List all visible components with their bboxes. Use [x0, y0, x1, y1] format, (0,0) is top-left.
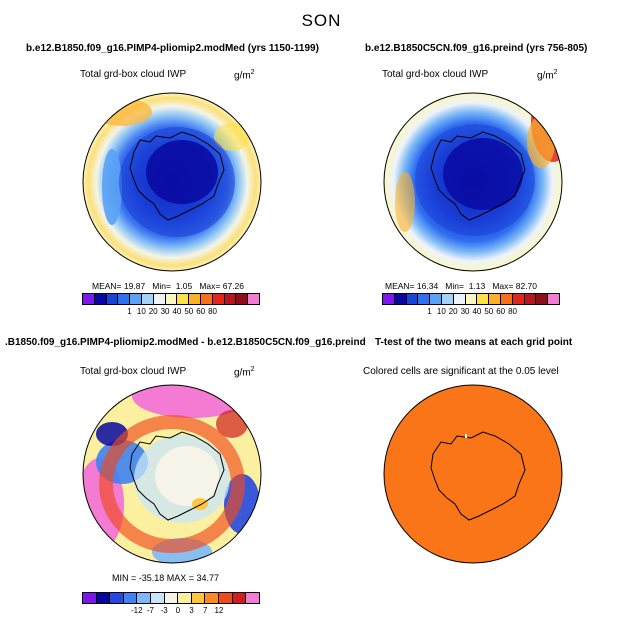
colorbar-top-left-swatch-8 [177, 294, 190, 304]
colorbar-top-right-label: 50 [484, 307, 494, 316]
colorbar-top-left-swatches [82, 293, 260, 305]
colorbar-top-left-label: 50 [184, 307, 194, 316]
panel-top-right-title: b.e12.B1850C5CN.f09_g16.preind (yrs 756-… [365, 43, 588, 54]
panel-top-right-stats: MEAN= 16.34 Min= 1.13 Max= 82.70 [385, 281, 538, 291]
colorbar-top-right-label: 1 [427, 307, 432, 316]
colorbar-bottom-left-swatch-8 [191, 593, 206, 603]
colorbar-bottom-left-label: -7 [146, 606, 155, 615]
panel-top-left-title: b.e12.B1850.f09_g16.PIMP4-pliomip2.modMe… [26, 43, 319, 54]
colorbar-bottom-left-swatches [82, 592, 260, 604]
colorbar-bottom-left-label: 7 [202, 606, 208, 615]
colorbar-bottom-left-swatch-9 [205, 593, 220, 603]
colorbar-top-right-swatch-3 [418, 294, 431, 304]
map-top-right [383, 92, 563, 272]
colorbar-bottom-left-label: 0 [175, 606, 181, 615]
colorbar-top-left-swatch-0 [83, 294, 95, 304]
colorbar-bottom-left: -12 -7 -3 0 3 7 12 [82, 592, 260, 618]
map-top-left [82, 92, 262, 272]
colorbar-top-left-swatch-2 [106, 294, 119, 304]
colorbar-top-right-label: 30 [460, 307, 470, 316]
colorbar-top-right-labels: 1 10 20 30 40 50 60 80 [382, 307, 560, 319]
figure-title: SON [301, 11, 342, 30]
colorbar-top-right-label: 10 [436, 307, 446, 316]
colorbar-top-right-swatch-8 [477, 294, 490, 304]
colorbar-bottom-left-swatch-0 [83, 593, 97, 603]
colorbar-top-right-label: 60 [496, 307, 506, 316]
colorbar-top-right-swatch-11 [512, 294, 525, 304]
colorbar-top-left-swatch-11 [212, 294, 225, 304]
colorbar-top-left-swatch-7 [165, 294, 178, 304]
colorbar-top-right-swatch-13 [536, 294, 549, 304]
panel-top-right-subtitle: Total grd-box cloud IWP [382, 69, 489, 80]
colorbar-bottom-left-swatch-3 [123, 593, 138, 603]
colorbar-top-right-swatch-2 [406, 294, 419, 304]
colorbar-top-left-swatch-4 [130, 294, 142, 304]
colorbar-top-left-swatch-10 [200, 294, 213, 304]
colorbar-top-left-labels: 1 10 20 30 40 50 60 80 [82, 307, 260, 319]
colorbar-bottom-left-swatch-7 [178, 593, 192, 603]
colorbar-top-left-swatch-5 [141, 294, 154, 304]
colorbar-top-right-swatch-5 [441, 294, 454, 304]
colorbar-bottom-left-swatch-5 [151, 593, 165, 603]
map-bottom-left [82, 384, 262, 564]
panel-bottom-right-subtitle: Colored cells are significant at the 0.0… [363, 366, 559, 377]
colorbar-top-left-label: 10 [136, 307, 146, 316]
colorbar-top-right-swatch-6 [453, 294, 466, 304]
colorbar-bottom-left-swatch-12 [246, 593, 259, 603]
colorbar-top-right-swatches [382, 293, 560, 305]
colorbar-top-right-swatch-14 [548, 294, 559, 304]
colorbar-bottom-left-swatch-2 [110, 593, 124, 603]
colorbar-top-right-swatch-7 [465, 294, 478, 304]
panel-top-left-subtitle: Total grd-box cloud IWP [80, 69, 187, 80]
colorbar-top-left: 1 10 20 30 40 50 60 80 [82, 293, 260, 319]
panel-top-left-units: g/m2 [234, 69, 255, 82]
colorbar-top-left-swatch-6 [153, 294, 166, 304]
panel-bottom-left-units: g/m2 [234, 366, 255, 379]
panel-bottom-left-stats: MIN = -35.18 MAX = 34.77 [112, 573, 220, 583]
colorbar-top-right-swatch-4 [430, 294, 442, 304]
colorbar-bottom-left-label: -12 [130, 606, 143, 615]
colorbar-top-left-label: 1 [127, 307, 132, 316]
colorbar-top-left-label: 60 [196, 307, 206, 316]
colorbar-bottom-left-swatch-1 [96, 593, 111, 603]
colorbar-bottom-left-label: -3 [160, 606, 168, 615]
panel-top-right-units: g/m2 [537, 69, 558, 82]
colorbar-bottom-left-swatch-6 [164, 593, 179, 603]
colorbar-top-left-label: 20 [148, 307, 158, 316]
colorbar-bottom-left-label: 3 [189, 606, 194, 615]
colorbar-top-right-label: 40 [472, 307, 482, 316]
colorbar-bottom-left-swatch-11 [232, 593, 247, 603]
colorbar-top-right-swatch-10 [500, 294, 513, 304]
colorbar-top-right-label: 80 [508, 307, 517, 316]
colorbar-top-left-swatch-3 [118, 294, 131, 304]
colorbar-top-right-swatch-12 [524, 294, 537, 304]
colorbar-top-left-swatch-13 [236, 294, 249, 304]
colorbar-top-left-label: 80 [208, 307, 217, 316]
colorbar-top-right-label: 20 [448, 307, 458, 316]
colorbar-top-left-label: 30 [160, 307, 170, 316]
panel-bottom-left-subtitle: Total grd-box cloud IWP [80, 366, 187, 377]
colorbar-top-left-label: 40 [172, 307, 182, 316]
colorbar-top-left-swatch-14 [248, 294, 259, 304]
colorbar-top-right-swatch-1 [394, 294, 407, 304]
colorbar-bottom-left-labels: -12 -7 -3 0 3 7 12 [82, 606, 260, 618]
colorbar-top-right: 1 10 20 30 40 50 60 80 [382, 293, 560, 319]
map-bottom-right [383, 384, 563, 564]
colorbar-top-left-swatch-12 [224, 294, 237, 304]
colorbar-top-left-swatch-9 [189, 294, 201, 304]
colorbar-bottom-left-swatch-4 [137, 593, 152, 603]
panel-bottom-right-title: T-test of the two means at each grid poi… [375, 337, 573, 348]
colorbar-top-right-swatch-9 [489, 294, 501, 304]
panel-top-left-stats: MEAN= 19.87 Min= 1.05 Max= 67.26 [92, 281, 245, 291]
colorbar-top-right-swatch-0 [383, 294, 395, 304]
colorbar-bottom-left-swatch-10 [219, 593, 233, 603]
colorbar-top-left-swatch-1 [94, 294, 107, 304]
colorbar-bottom-left-label: 12 [214, 606, 224, 615]
panel-bottom-left-title: .B1850.f09_g16.PIMP4-pliomip2.modMed - b… [5, 337, 366, 348]
